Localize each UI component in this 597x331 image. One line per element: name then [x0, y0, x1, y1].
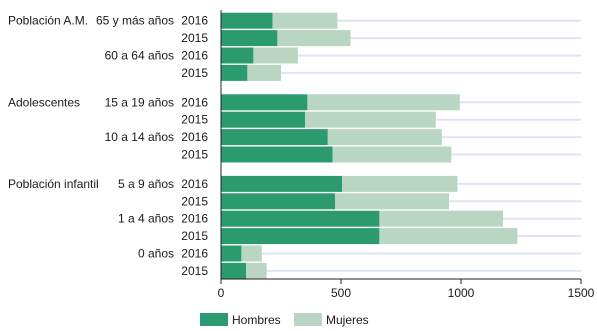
bar-hombres [221, 64, 248, 81]
subgroup-label: 5 a 9 años [118, 177, 174, 191]
year-label: 2016 [181, 212, 208, 226]
bar-hombres [221, 30, 278, 47]
year-label: 2015 [181, 66, 208, 80]
bar-hombres [221, 245, 242, 262]
bar-mujeres [277, 30, 351, 47]
bar-mujeres [305, 111, 436, 128]
x-tick-label: 0 [218, 286, 225, 300]
bar-mujeres [307, 94, 460, 111]
group-label: Población A.M. [8, 14, 88, 28]
bar-mujeres [335, 193, 449, 210]
bar-mujeres [253, 47, 298, 64]
legend-swatch-mujeres [294, 313, 322, 326]
bar-hombres [221, 175, 343, 192]
bar-mujeres [342, 175, 458, 192]
x-tick-label: 500 [331, 286, 351, 300]
bar-hombres [221, 146, 333, 163]
bar-mujeres [241, 245, 262, 262]
subgroup-label: 0 años [138, 247, 174, 261]
bar-hombres [221, 262, 247, 279]
subgroup-label: 1 a 4 años [118, 212, 174, 226]
subgroup-label: 60 a 64 años [105, 49, 174, 63]
bar-mujeres [246, 262, 267, 279]
year-label: 2015 [181, 229, 208, 243]
bar-hombres [221, 129, 328, 146]
bar-hombres [221, 193, 335, 210]
subgroup-label: 10 a 14 años [105, 130, 174, 144]
year-label: 2016 [181, 130, 208, 144]
subgroup-label: 15 a 19 años [105, 95, 174, 109]
year-label: 2015 [181, 194, 208, 208]
x-tick-label: 1000 [448, 286, 475, 300]
bar-hombres [221, 47, 254, 64]
bar-mujeres [379, 228, 518, 245]
year-label: 2016 [181, 247, 208, 261]
bar-mujeres [379, 210, 503, 227]
year-label: 2016 [181, 14, 208, 28]
year-label: 2015 [181, 148, 208, 162]
bar-hombres [221, 111, 305, 128]
bar-hombres [221, 210, 380, 227]
year-label: 2016 [181, 49, 208, 63]
group-label: Adolescentes [8, 95, 80, 109]
bar-mujeres [332, 146, 452, 163]
year-label: 2016 [181, 177, 208, 191]
year-label: 2015 [181, 264, 208, 278]
bar-hombres [221, 94, 308, 111]
x-tick-label: 1500 [568, 286, 595, 300]
bar-mujeres [247, 64, 281, 81]
bar-mujeres [327, 129, 442, 146]
group-label: Población infantil [8, 177, 99, 191]
bar-hombres [221, 228, 380, 245]
legend-label: Mujeres [326, 313, 369, 327]
bar-mujeres [272, 12, 338, 29]
subgroup-label: 65 y más años [96, 14, 174, 28]
legend-label: Hombres [232, 313, 281, 327]
year-label: 2016 [181, 95, 208, 109]
year-label: 2015 [181, 113, 208, 127]
bar-hombres [221, 12, 273, 29]
year-label: 2015 [181, 31, 208, 45]
legend-swatch-hombres [200, 313, 228, 326]
